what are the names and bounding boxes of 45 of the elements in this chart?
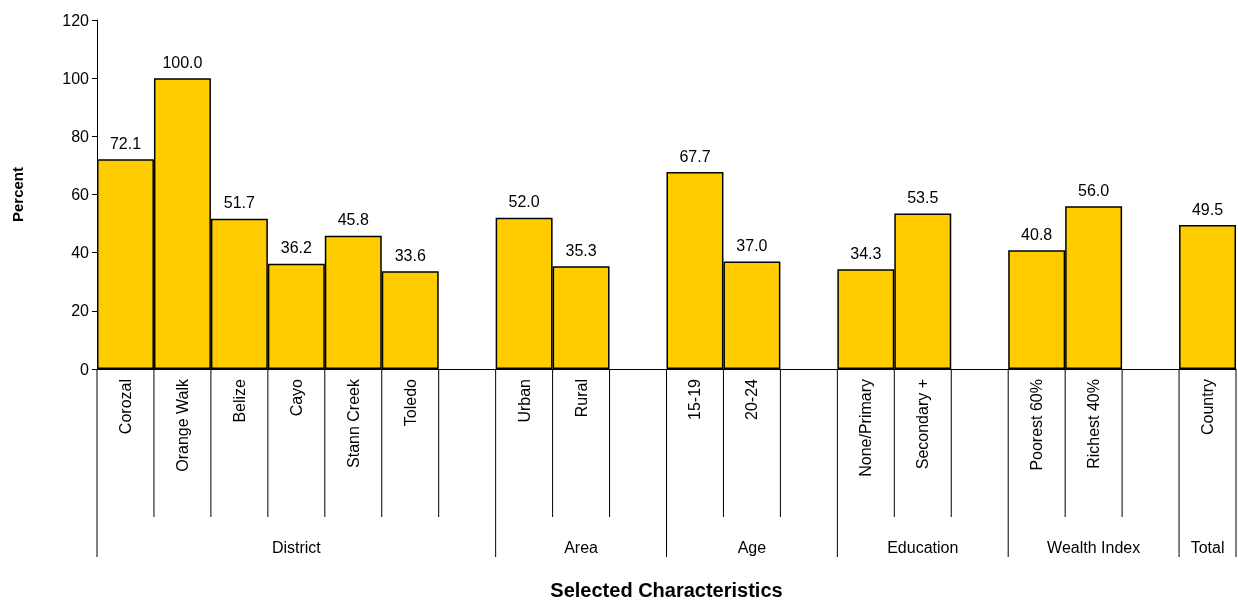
y-axis-title: Percent [9,166,26,223]
text: Total [1190,538,1225,556]
x-tick-label: Toledo [401,378,419,427]
x-tick-label: Stann Creek [344,378,362,468]
y-tick-label: 20 [71,302,90,320]
x-tick-label: None/Primary [857,379,875,477]
text: Age [737,538,767,556]
data-label: 34.3 [850,244,882,262]
x-tick-label: Poorest 60% [1028,379,1046,471]
data-label: 36.2 [280,239,312,257]
data-label: 72.1 [109,134,142,152]
data-label: 51.7 [223,194,256,212]
data-label: 52.0 [508,193,540,211]
data-label: 45.8 [337,211,369,229]
data-label: 67.7 [679,147,711,165]
x-tick-label: Orange Walk [173,378,191,472]
y-tick-label: 100 [62,69,90,87]
x-tick-label: Urban [515,379,533,423]
data-label: 40.8 [1021,225,1053,243]
y-tick-label: 120 [62,11,90,29]
data-label: 53.5 [907,188,939,206]
text: District [271,538,322,556]
x-tick-label: Richest 40% [1085,379,1103,469]
x-tick-label: Country [1199,379,1217,436]
data-label: 49.5 [1191,200,1224,218]
y-tick-label: 0 [80,360,90,378]
y-tick-label: 80 [71,127,90,145]
data-label: 56.0 [1078,181,1110,199]
text: Education [887,538,959,556]
x-tick-label: Corozal [116,379,134,435]
data-label: 33.6 [394,246,426,264]
x-tick-label: 20-24 [743,378,761,420]
x-tick-label: Secondary + [914,379,932,470]
data-label: 37.0 [736,236,768,254]
x-tick-label: Rural [572,379,590,418]
data-label: 35.3 [565,241,597,259]
x-tick-label: Cayo [287,378,305,417]
x-tick-label: 15-19 [686,378,704,420]
text: Area [564,538,599,556]
y-tick-label: 40 [71,244,90,262]
y-tick-label: 60 [71,186,90,203]
x-tick-label: Belize [230,378,248,423]
text: Selected Characteristics [550,579,783,601]
text: Wealth Index [1047,538,1141,556]
data-label: 100.0 [162,53,203,71]
